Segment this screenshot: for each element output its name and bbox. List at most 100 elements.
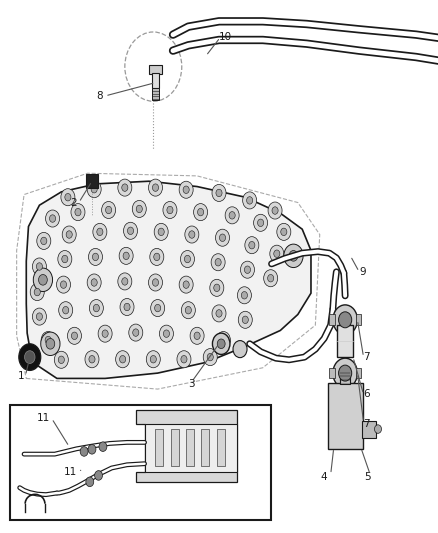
Circle shape [148,274,162,291]
Circle shape [36,263,42,270]
Circle shape [98,325,112,342]
Polygon shape [136,410,237,482]
Text: 2: 2 [70,198,77,207]
Circle shape [97,228,103,236]
Circle shape [189,231,195,238]
Circle shape [148,179,162,196]
Bar [356,368,361,378]
Circle shape [95,471,102,480]
Circle shape [92,253,99,261]
Circle shape [33,268,53,292]
Circle shape [289,251,298,261]
Circle shape [212,305,226,322]
Circle shape [87,181,101,198]
Circle shape [122,278,128,285]
Circle shape [158,228,164,236]
Circle shape [89,300,103,317]
Circle shape [54,351,68,368]
Circle shape [41,332,60,356]
Bar [145,424,237,472]
Bar [362,421,376,438]
Circle shape [268,202,282,219]
Circle shape [159,325,173,342]
Circle shape [58,356,64,364]
Circle shape [281,228,287,236]
Circle shape [274,250,280,257]
Circle shape [85,351,99,368]
Circle shape [198,208,204,216]
Circle shape [244,266,251,273]
Circle shape [37,232,51,249]
Circle shape [150,248,164,265]
Text: 3: 3 [188,379,195,389]
Circle shape [268,274,274,282]
Circle shape [225,207,239,224]
Circle shape [118,273,132,290]
Circle shape [179,276,193,293]
Circle shape [181,356,187,363]
Circle shape [58,251,72,268]
Bar [155,429,163,466]
Circle shape [80,447,88,456]
Circle shape [118,179,132,196]
Circle shape [181,302,195,319]
Bar [337,325,353,357]
Circle shape [91,185,97,193]
Circle shape [46,338,55,349]
Circle shape [59,302,73,319]
Bar [186,429,194,466]
Circle shape [45,336,51,344]
Circle shape [163,201,177,219]
Circle shape [116,351,130,368]
Circle shape [25,351,35,364]
Circle shape [194,204,208,221]
Circle shape [243,192,257,209]
Circle shape [132,200,146,217]
Circle shape [220,336,226,344]
Circle shape [124,303,130,311]
Circle shape [146,351,160,368]
Circle shape [89,356,95,363]
Bar [340,368,350,384]
Circle shape [154,253,160,261]
Bar [201,429,209,466]
Circle shape [333,358,357,388]
Circle shape [63,306,69,314]
Circle shape [46,210,60,227]
FancyBboxPatch shape [328,383,363,449]
Bar [10,405,271,520]
Text: 5: 5 [364,472,371,482]
Circle shape [34,288,40,296]
Circle shape [49,215,56,222]
Circle shape [270,245,284,262]
Circle shape [333,305,357,335]
Bar [171,429,179,466]
Circle shape [242,316,248,324]
Circle shape [233,341,247,358]
Bar [329,314,335,325]
Circle shape [207,353,213,361]
Circle shape [120,298,134,316]
Circle shape [215,259,221,266]
Circle shape [212,184,226,201]
Circle shape [65,193,71,201]
Circle shape [41,237,47,245]
Circle shape [99,442,107,451]
Circle shape [229,212,235,219]
Circle shape [284,244,303,268]
Circle shape [120,356,126,363]
Circle shape [88,248,102,265]
Circle shape [163,330,170,337]
Text: 1: 1 [18,371,24,381]
Circle shape [258,219,264,227]
Circle shape [183,281,189,288]
Bar [86,174,98,188]
Circle shape [214,284,220,292]
Circle shape [66,231,72,238]
Circle shape [216,310,222,317]
Circle shape [339,312,352,328]
Circle shape [36,313,42,320]
Circle shape [150,356,156,363]
Circle shape [102,201,116,219]
Text: 7: 7 [364,419,370,429]
